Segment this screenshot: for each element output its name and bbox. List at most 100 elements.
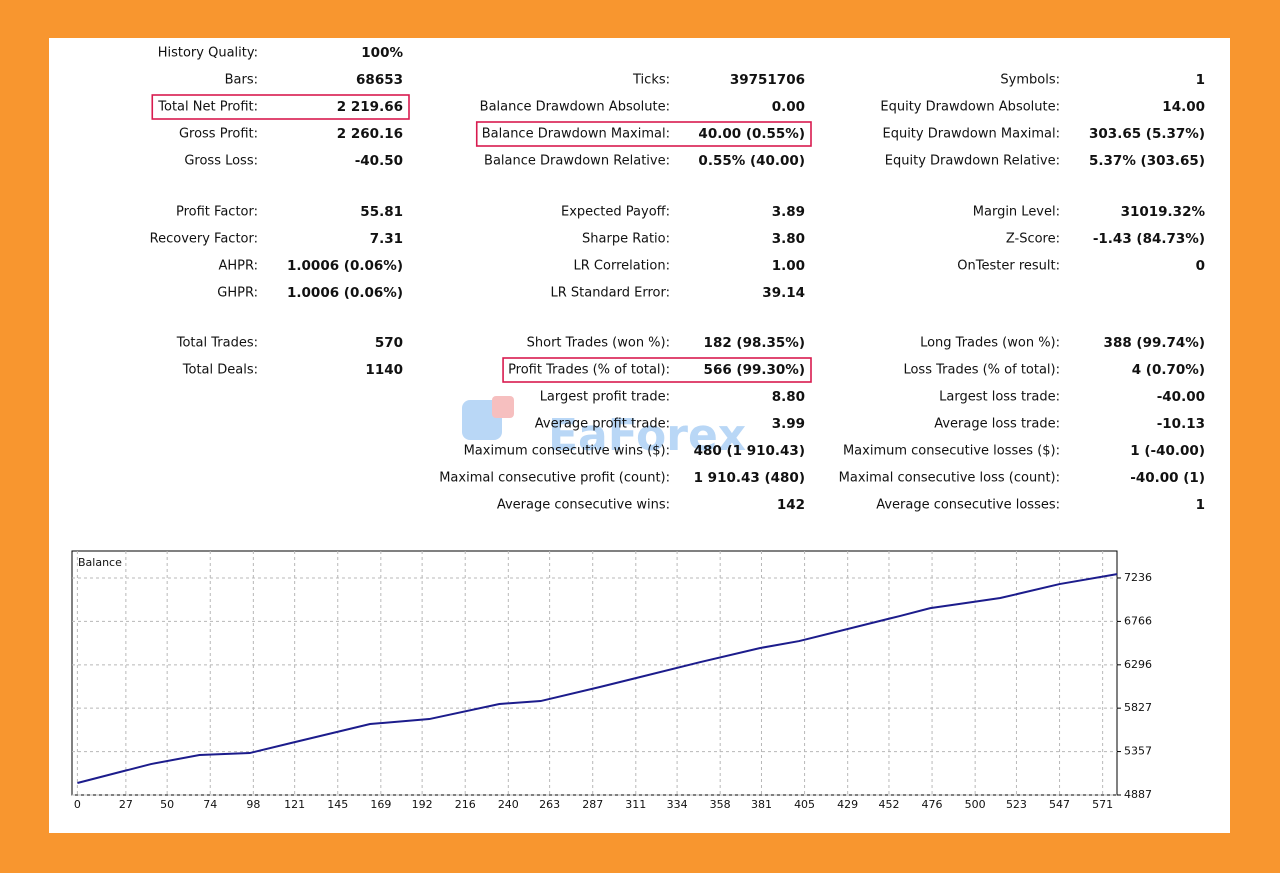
stat-value: 68653 [356, 72, 403, 88]
y-tick-label: 5357 [1124, 745, 1152, 758]
stat-label: Long Trades (won %): [920, 336, 1060, 351]
stat-label: Average profit trade: [535, 417, 670, 432]
stat-value: 1.0006 (0.06%) [287, 285, 403, 301]
stat-label: AHPR: [218, 259, 258, 274]
stat-value: 1 [1196, 72, 1205, 88]
stat-label: Loss Trades (% of total): [903, 363, 1060, 378]
stat-value: 0.00 [772, 99, 805, 115]
logo-shape [492, 396, 514, 418]
stat-value: -1.43 (84.73%) [1093, 231, 1205, 247]
stat-label: Balance Drawdown Absolute: [480, 100, 670, 115]
stat-label: Equity Drawdown Absolute: [880, 100, 1060, 115]
x-tick-label: 381 [751, 798, 772, 811]
x-tick-label: 358 [710, 798, 731, 811]
x-tick-label: 0 [74, 798, 81, 811]
stat-label: Short Trades (won %): [527, 336, 670, 351]
stat-value: 388 (99.74%) [1104, 335, 1205, 351]
stat-value: 570 [375, 335, 403, 351]
stat-value: 5.37% (303.65) [1089, 153, 1205, 169]
x-tick-label: 27 [119, 798, 133, 811]
stat-label: Profit Factor: [176, 205, 258, 220]
y-tick-label: 6296 [1124, 658, 1152, 671]
x-tick-label: 98 [246, 798, 260, 811]
stat-label: Profit Trades (% of total): [508, 363, 670, 378]
stat-label: Total Deals: [182, 363, 258, 378]
highlight-box [502, 357, 812, 383]
stat-value: 182 (98.35%) [704, 335, 805, 351]
stat-value: 14.00 [1162, 99, 1205, 115]
stat-value: 7.31 [370, 231, 403, 247]
highlight-box [151, 94, 410, 120]
stat-value: 3.80 [772, 231, 805, 247]
stat-label: Symbols: [1000, 73, 1060, 88]
stat-label: Total Trades: [176, 336, 258, 351]
stat-label: Average loss trade: [934, 417, 1060, 432]
stat-value: 39751706 [730, 72, 805, 88]
stat-value: 39.14 [762, 285, 805, 301]
stat-value: 480 (1 910.43) [694, 443, 805, 459]
stat-label: Total Net Profit: [157, 100, 258, 115]
y-tick-label: 4887 [1124, 788, 1152, 801]
x-tick-label: 476 [922, 798, 943, 811]
stat-label: Equity Drawdown Maximal: [882, 127, 1060, 142]
stat-value: 100% [361, 45, 403, 61]
x-tick-label: 523 [1006, 798, 1027, 811]
stat-label: Maximal consecutive loss (count): [839, 471, 1060, 486]
stat-value: 40.00 (0.55%) [698, 126, 805, 142]
stat-label: Equity Drawdown Relative: [885, 154, 1060, 169]
x-tick-label: 216 [455, 798, 476, 811]
stat-value: 31019.32% [1121, 204, 1206, 220]
x-tick-label: 74 [203, 798, 217, 811]
stat-label: Sharpe Ratio: [582, 232, 670, 247]
stat-label: LR Standard Error: [550, 286, 670, 301]
stat-label: Average consecutive losses: [876, 498, 1060, 513]
x-tick-label: 287 [582, 798, 603, 811]
stat-label: Maximal consecutive profit (count): [439, 471, 670, 486]
stat-value: 1.0006 (0.06%) [287, 258, 403, 274]
stat-label: Recovery Factor: [150, 232, 258, 247]
stat-value: 1140 [365, 362, 403, 378]
stat-label: Bars: [225, 73, 258, 88]
stat-value: 142 [777, 497, 805, 513]
x-tick-label: 192 [412, 798, 433, 811]
x-tick-label: 50 [160, 798, 174, 811]
stat-value: -40.00 [1157, 389, 1205, 405]
stat-label: Largest profit trade: [540, 390, 670, 405]
x-tick-label: 169 [370, 798, 391, 811]
stat-label: Gross Loss: [184, 154, 258, 169]
stat-value: 1 910.43 (480) [694, 470, 805, 486]
y-tick-label: 7236 [1124, 571, 1152, 584]
stat-value: -10.13 [1157, 416, 1205, 432]
stat-value: 566 (99.30%) [704, 362, 805, 378]
stat-label: Largest loss trade: [939, 390, 1060, 405]
stat-label: OnTester result: [957, 259, 1060, 274]
stat-label: Average consecutive wins: [497, 498, 670, 513]
x-tick-label: 145 [327, 798, 348, 811]
stat-label: GHPR: [217, 286, 258, 301]
highlight-box [475, 121, 812, 147]
logo-shape [462, 400, 502, 440]
watermark: EaForex [548, 410, 746, 461]
series-label: Balance [78, 556, 122, 569]
stat-label: Gross Profit: [179, 127, 258, 142]
stat-value: 1.00 [772, 258, 805, 274]
y-tick-label: 5827 [1124, 701, 1152, 714]
stat-label: Balance Drawdown Maximal: [482, 127, 670, 142]
stat-value: -40.00 (1) [1130, 470, 1205, 486]
x-tick-label: 263 [539, 798, 560, 811]
x-tick-label: 547 [1049, 798, 1070, 811]
stat-label: History Quality: [158, 46, 258, 61]
x-tick-label: 500 [965, 798, 986, 811]
stat-label: Ticks: [632, 73, 670, 88]
x-tick-label: 452 [878, 798, 899, 811]
stat-label: Margin Level: [973, 205, 1060, 220]
x-tick-label: 240 [498, 798, 519, 811]
stat-label: Maximum consecutive wins ($): [464, 444, 670, 459]
stat-label: Balance Drawdown Relative: [484, 154, 670, 169]
stat-value: -40.50 [355, 153, 403, 169]
stat-value: 8.80 [772, 389, 805, 405]
stat-value: 3.99 [772, 416, 805, 432]
x-tick-label: 121 [284, 798, 305, 811]
